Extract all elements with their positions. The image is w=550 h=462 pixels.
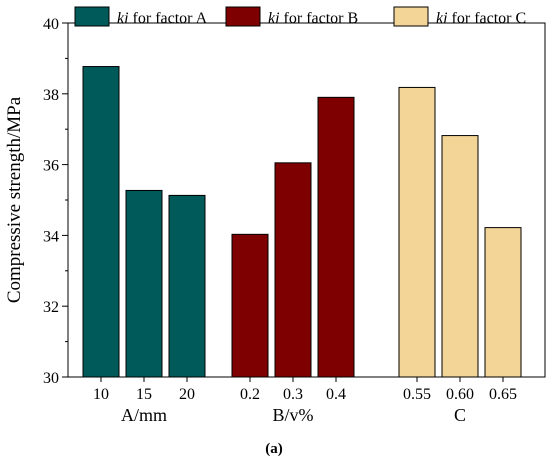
figure-caption: (a) [265,441,283,457]
x-tick-label: 0.60 [446,386,474,403]
y-tick-label: 32 [43,299,59,316]
x-axis-label-group1: A/mm [121,405,167,425]
legend-label: ki for factor A [117,10,208,27]
x-tick-label: 0.3 [283,386,303,403]
bar-group3-2 [441,135,479,378]
bar-group3-3 [484,227,522,378]
bar-group1-1 [82,66,120,378]
legend: ki for factor A ki for factor B ki for fac… [74,6,526,27]
y-tick-label: 36 [43,158,59,175]
y-tick-label: 38 [43,87,59,104]
x-tick-label: 10 [93,386,109,403]
legend-label: ki for factor C [436,10,526,27]
y-tick-label: 34 [43,228,59,245]
y-axis: 30 32 34 36 38 40 [43,16,68,387]
x-tick-label: 15 [136,386,152,403]
legend-swatch [393,6,429,27]
x-axis: 10 15 20 A/mm 0.2 0.3 0.4 B/v% 0.55 0.60 0.65 C [93,377,517,425]
bar-group2-1 [231,233,269,378]
y-tick-label: 40 [43,16,59,33]
x-axis-label-group3: C [454,405,466,425]
x-tick-label: 20 [179,386,195,403]
bar-group2-3 [317,96,355,378]
x-tick-label: 0.65 [489,386,517,403]
legend-label: ki for factor B [268,10,358,27]
bar-group1-2 [125,189,163,378]
x-tick-label: 0.55 [403,386,431,403]
x-tick-label: 0.4 [326,386,346,403]
bar-group2-2 [274,162,312,378]
bar-group1-3 [168,194,206,378]
legend-swatch [225,6,261,27]
x-axis-label-group2: B/v% [272,405,313,425]
y-axis-label: Compressive strength/MPa [4,96,25,303]
x-tick-label: 0.2 [240,386,260,403]
bar-group3-1 [398,86,436,378]
legend-swatch [74,6,110,27]
y-tick-label: 30 [43,370,59,387]
bars [82,66,522,378]
